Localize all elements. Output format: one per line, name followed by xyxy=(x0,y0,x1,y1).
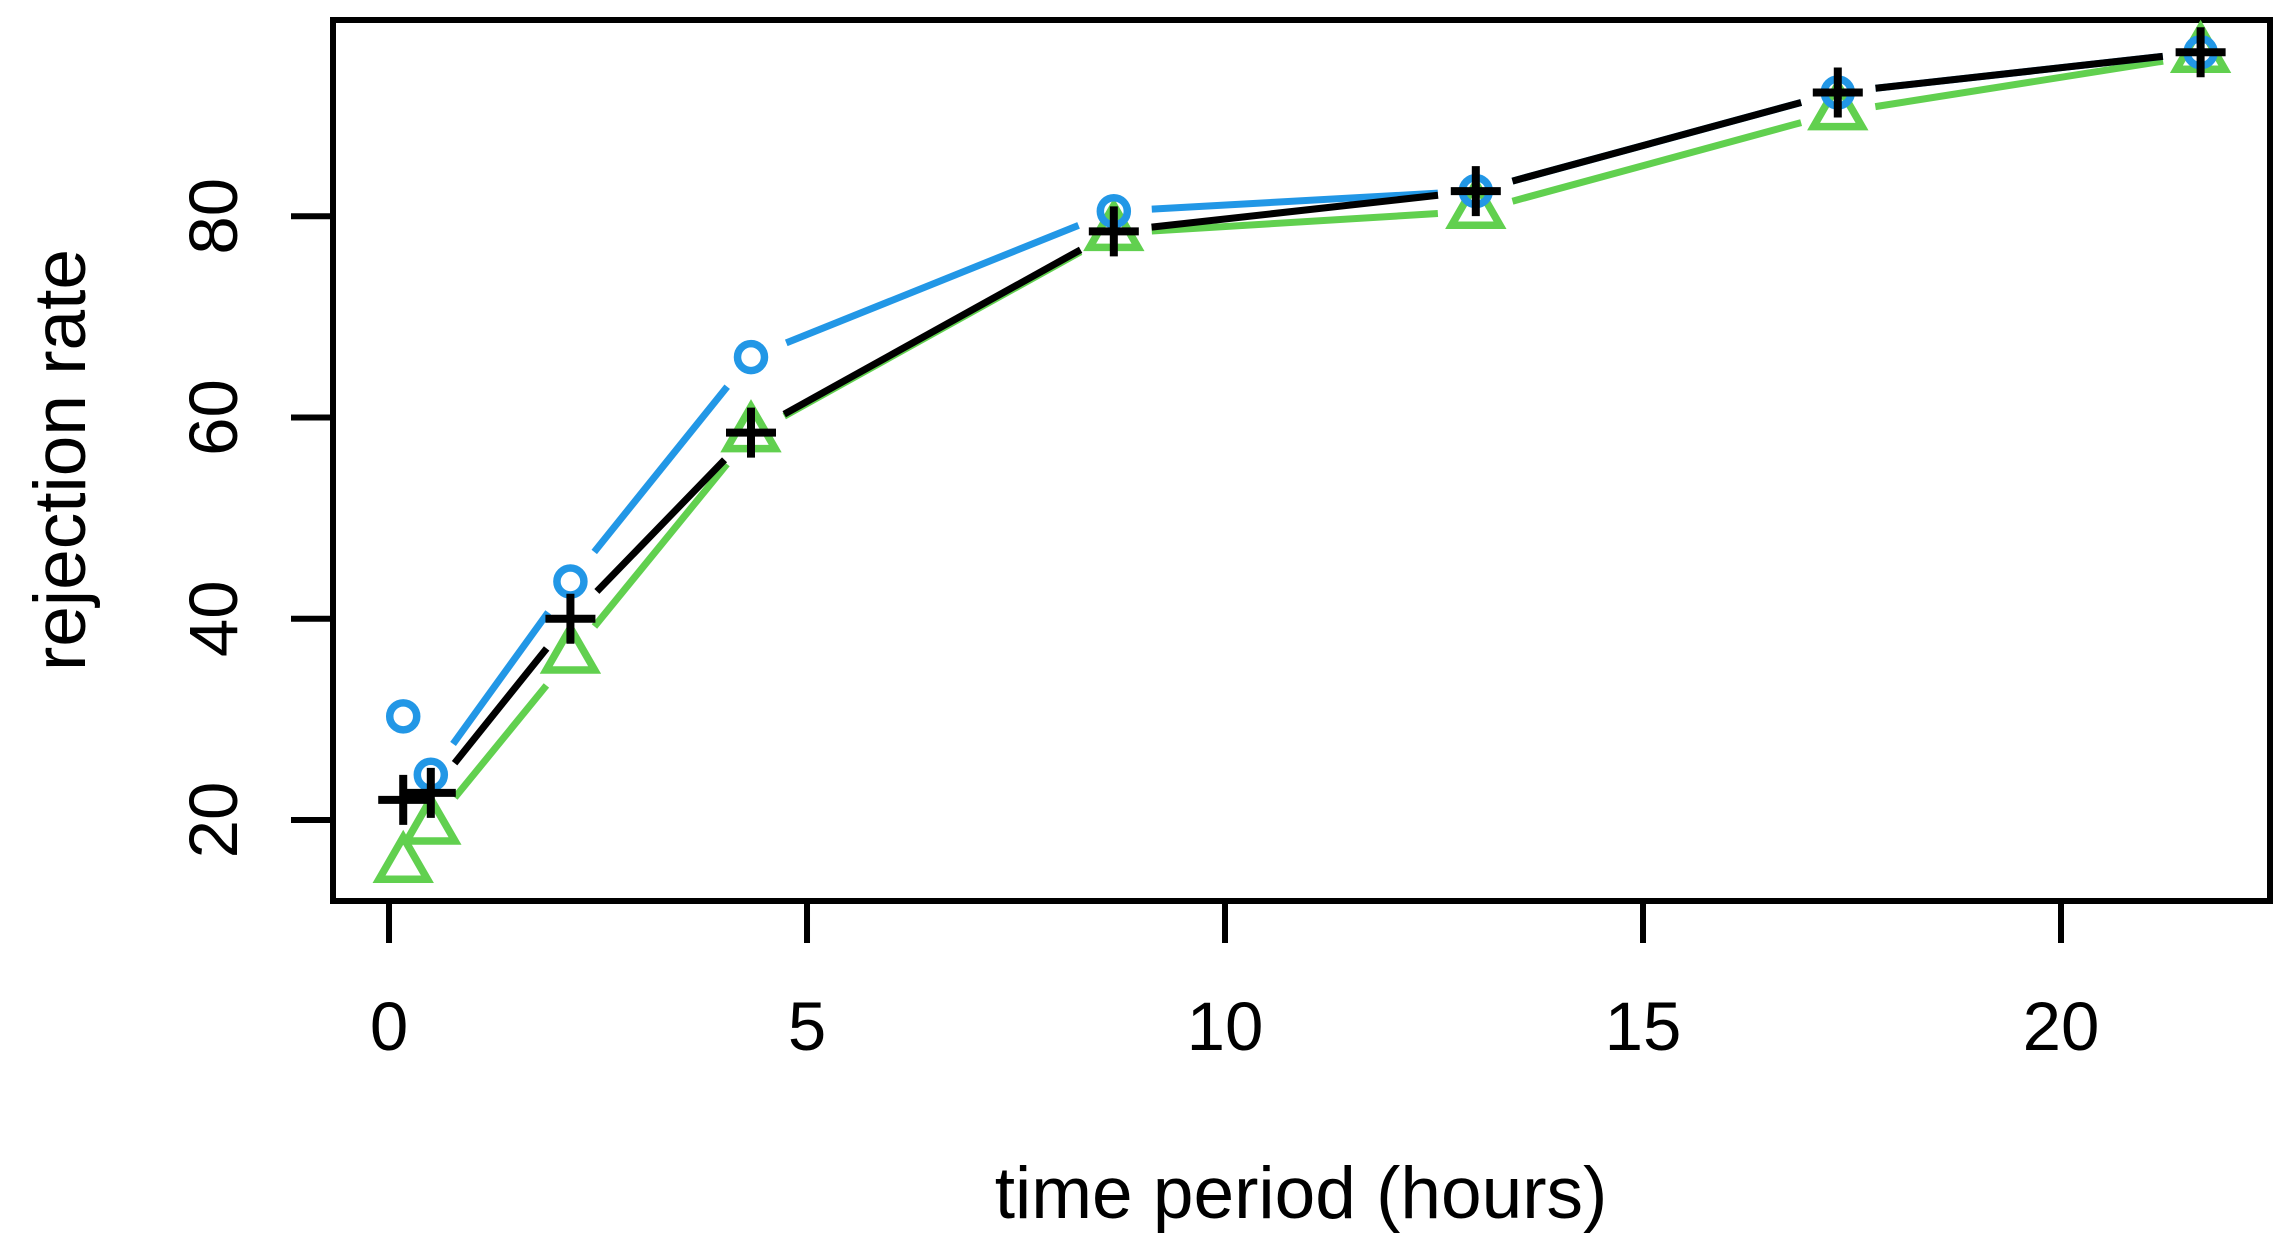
plus-marker xyxy=(2175,27,2226,78)
circle-marker xyxy=(385,699,421,734)
series-line-segment xyxy=(591,461,730,629)
series-line-segment xyxy=(594,457,728,594)
triangle-marker xyxy=(1807,77,1869,131)
data-series xyxy=(372,19,2232,884)
y-axis-label: rejection rate xyxy=(20,249,101,671)
x-tick-label: 0 xyxy=(370,988,408,1065)
y-tick-label: 20 xyxy=(175,782,252,859)
series-line-segment xyxy=(1511,99,1803,185)
series-line-segment xyxy=(1875,52,2164,92)
series-line-segment xyxy=(1874,57,2164,111)
series-line-segment xyxy=(1151,191,1439,231)
series-line-segment xyxy=(1151,210,1439,235)
triangle-marker xyxy=(400,791,462,845)
series-line-segment xyxy=(451,646,550,766)
plus-marker xyxy=(1450,166,1501,217)
series-line-segment xyxy=(591,384,730,555)
plot-box xyxy=(330,17,2273,904)
plus-marker xyxy=(545,593,596,644)
plus-series xyxy=(378,27,2226,825)
triangle-marker xyxy=(372,829,434,884)
x-tick-label: 15 xyxy=(1605,988,1682,1065)
plus-marker xyxy=(725,407,776,458)
y-tick-label: 80 xyxy=(175,178,252,255)
plus-marker xyxy=(405,767,456,818)
plus-marker xyxy=(378,774,429,825)
series-line-segment xyxy=(452,683,550,800)
series-line-segment xyxy=(1151,189,1439,213)
plus-marker xyxy=(1812,67,1863,118)
series-line-segment xyxy=(1511,119,1803,205)
x-axis-ticks: 0 5 10 15 20 xyxy=(370,901,2100,1065)
y-tick-label: 40 xyxy=(175,580,252,657)
triangle-series xyxy=(372,19,2232,884)
y-axis-ticks: 20 40 60 80 xyxy=(175,178,333,859)
y-tick-label: 60 xyxy=(175,379,252,456)
circle-series xyxy=(385,34,2218,792)
triangle-marker xyxy=(1445,175,1507,229)
series-line-segment xyxy=(784,222,1080,347)
x-tick-label: 10 xyxy=(1187,988,1264,1065)
x-axis-label: time period (hours) xyxy=(995,1153,1608,1234)
x-tick-label: 20 xyxy=(2023,988,2100,1065)
circle-marker xyxy=(553,564,588,599)
triangle-marker xyxy=(539,620,602,674)
plus-marker xyxy=(1088,206,1139,257)
series-line-segment xyxy=(450,610,552,746)
x-tick-label: 5 xyxy=(788,988,826,1065)
series-line-segment xyxy=(782,246,1083,418)
circle-marker xyxy=(733,339,769,375)
